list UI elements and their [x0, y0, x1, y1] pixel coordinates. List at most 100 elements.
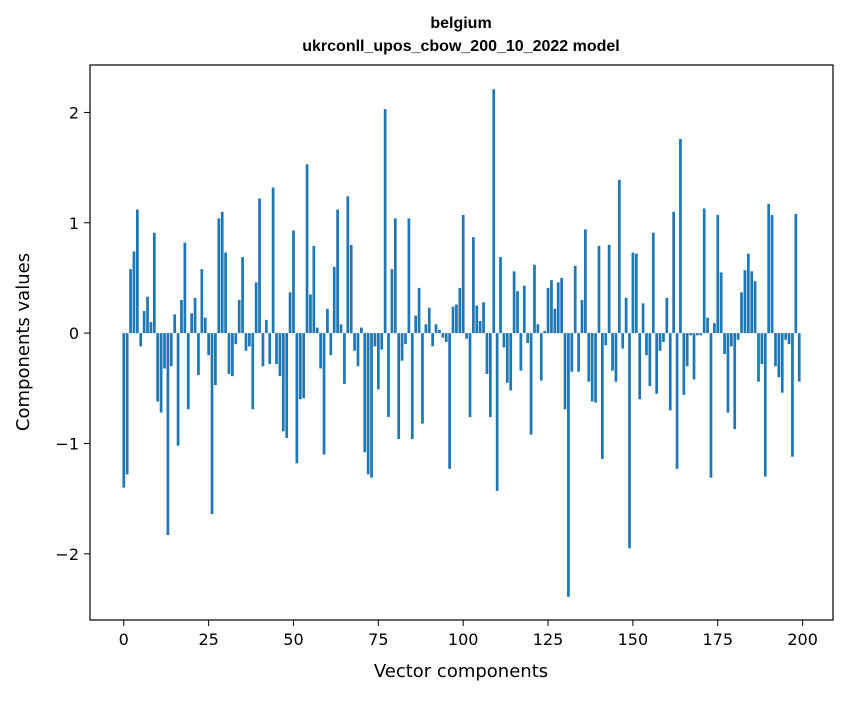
bar-43: [268, 333, 272, 365]
bar-195: [784, 333, 788, 340]
bar-83: [404, 333, 407, 345]
bar-103: [472, 237, 475, 334]
bar-175: [716, 215, 720, 334]
bar-156: [651, 232, 655, 334]
bar-71: [363, 333, 367, 453]
y-tick-label--1: −1: [55, 434, 79, 453]
bar-27: [214, 333, 217, 385]
bar-188: [760, 333, 764, 365]
bar-59: [322, 333, 326, 455]
bar-67: [349, 244, 353, 334]
y-tick-label-1: 1: [69, 214, 79, 233]
bar-74: [373, 333, 377, 347]
bar-115: [512, 271, 516, 334]
bar-95: [444, 333, 448, 342]
bar-14: [169, 333, 173, 367]
bar-54: [305, 164, 309, 334]
bar-184: [746, 253, 750, 334]
bar-92: [434, 324, 438, 334]
bar-132: [570, 333, 574, 372]
bar-185: [750, 271, 754, 334]
bar-139: [594, 333, 597, 403]
x-tick-label-150: 150: [618, 630, 649, 649]
bar-16: [176, 333, 180, 446]
bar-81: [397, 333, 401, 440]
bar-177: [723, 333, 726, 355]
bar-187: [757, 333, 760, 382]
bar-66: [346, 196, 350, 334]
bar-15: [173, 314, 177, 334]
bar-142: [604, 333, 608, 346]
y-tick-label--2: −2: [55, 545, 79, 564]
x-tick-label-0: 0: [119, 630, 129, 649]
bar-10: [156, 333, 160, 402]
x-tick-label-125: 125: [533, 630, 564, 649]
bar-33: [234, 333, 238, 345]
bar-18: [183, 242, 187, 334]
bar-107: [485, 333, 489, 374]
bar-186: [753, 281, 757, 334]
bar-147: [621, 333, 625, 349]
bar-101: [465, 333, 468, 339]
bar-31: [227, 333, 231, 374]
bar-3: [132, 251, 136, 334]
bar-178: [726, 333, 730, 413]
bar-78: [387, 333, 390, 417]
bar-97: [451, 306, 455, 334]
bar-85: [410, 333, 414, 440]
bars-group: [122, 89, 801, 597]
bar-93: [438, 329, 441, 334]
bar-164: [679, 138, 682, 334]
bar-98: [455, 304, 458, 334]
bar-22: [197, 333, 200, 376]
bar-160: [665, 297, 669, 334]
x-axis-label: Vector components: [374, 661, 548, 682]
bar-46: [278, 333, 282, 377]
bar-143: [607, 244, 611, 334]
bar-41: [261, 333, 265, 367]
chart-title-line1: belgium: [430, 15, 491, 32]
bar-173: [709, 333, 713, 478]
bar-199: [797, 333, 801, 382]
bar-77: [383, 109, 387, 334]
bar-89: [424, 324, 428, 334]
bar-76: [380, 333, 384, 350]
bar-196: [787, 333, 791, 345]
bar-23: [200, 269, 204, 334]
bar-128: [556, 282, 560, 334]
bar-72: [366, 333, 370, 475]
bar-68: [353, 333, 356, 351]
bar-36: [244, 333, 248, 351]
bar-161: [668, 333, 672, 411]
bar-148: [624, 297, 628, 334]
ticks-group: 0 25 50 75 100 125 150 175 200 −2 −1 0 1 2: [55, 103, 817, 649]
bar-183: [743, 270, 747, 334]
bar-144: [611, 333, 614, 371]
bar-45: [275, 333, 278, 365]
bar-154: [645, 333, 648, 356]
bar-112: [502, 333, 506, 348]
bar-8: [149, 322, 153, 334]
bar-63: [336, 209, 339, 334]
bar-50: [292, 230, 295, 334]
bar-168: [692, 333, 696, 380]
bar-171: [702, 208, 706, 334]
bar-136: [584, 229, 587, 334]
bar-146: [617, 179, 621, 334]
bar-145: [614, 333, 618, 382]
bar-99: [458, 287, 462, 334]
bar-194: [780, 333, 784, 393]
bar-40: [258, 198, 261, 334]
bar-58: [319, 333, 322, 369]
bar-21: [193, 297, 197, 334]
bar-124: [543, 330, 547, 334]
bar-182: [740, 292, 743, 334]
bar-117: [519, 333, 523, 371]
bar-37: [248, 333, 251, 347]
bar-123: [539, 333, 543, 381]
x-tick-label-175: 175: [702, 630, 733, 649]
bar-104: [475, 305, 479, 334]
bar-84: [407, 218, 411, 334]
bar-52: [298, 333, 302, 400]
